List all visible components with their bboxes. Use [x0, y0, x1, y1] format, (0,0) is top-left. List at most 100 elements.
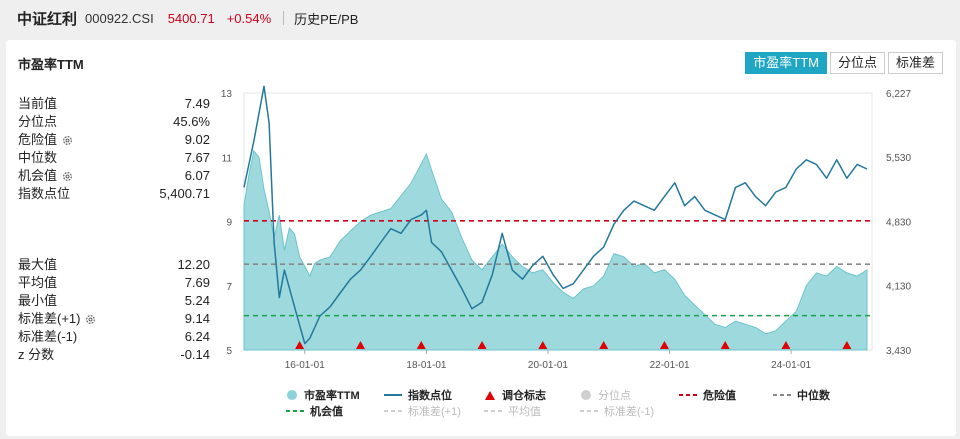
y-left-tick-label: 11 — [222, 153, 233, 164]
stat-row: 最大值 12.20 — [18, 256, 210, 274]
stat-value: 6.07 — [184, 168, 210, 183]
y-left-tick-label: 7 — [226, 282, 232, 293]
stat-value: 5.24 — [184, 293, 210, 308]
rebalance-marker — [781, 341, 791, 349]
y-right-tick-label: 4,130 — [886, 282, 911, 293]
index-name: 中证红利 — [17, 10, 78, 28]
tab-pe-ttm[interactable]: 市盈率TTM — [745, 52, 827, 74]
stat-label: 最大值 — [18, 257, 58, 272]
stat-label: 标准差(-1) — [18, 329, 78, 344]
stat-row: 分位点 45.6% — [18, 113, 210, 131]
gear-icon[interactable] — [85, 314, 96, 325]
stat-label: 标准差(+1) — [18, 311, 81, 326]
stat-value: 7.67 — [184, 150, 210, 165]
stat-label: 最小值 — [18, 293, 58, 308]
legend-label: 标准差(+1) — [408, 406, 461, 418]
stat-value: 7.69 — [184, 275, 210, 290]
y-left-tick-label: 9 — [226, 218, 232, 229]
history-pe-pb-link[interactable]: 历史PE/PB — [294, 11, 359, 27]
rebalance-marker — [599, 341, 609, 349]
rebalance-marker — [416, 341, 426, 349]
y-right-tick-label: 6,227 — [886, 89, 911, 100]
y-right-tick-label: 5,530 — [886, 153, 911, 164]
top-bar: 中证红利 000922.CSI 5400.71 +0.54% 历史PE/PB — [0, 0, 960, 36]
legend-label: 分位点 — [598, 390, 631, 402]
stat-value: 12.20 — [177, 257, 210, 272]
legend-label: 中位数 — [797, 390, 830, 402]
legend-label: 危险值 — [703, 390, 736, 402]
x-tick-label: 18-01-01 — [406, 360, 446, 371]
rebalance-marker — [538, 341, 548, 349]
gear-icon[interactable] — [62, 135, 73, 146]
stat-label: z 分数 — [18, 347, 55, 362]
legend-item[interactable]: 市盈率TTM — [286, 387, 360, 403]
stat-row: 机会值 6.07 — [18, 167, 210, 185]
card-title: 市盈率TTM — [18, 57, 84, 72]
stat-label: 指数点位 — [18, 186, 71, 201]
rebalance-marker — [356, 341, 366, 349]
legend-label: 平均值 — [508, 406, 541, 418]
legend-item[interactable]: 机会值 — [286, 403, 343, 419]
stat-row: 平均值 7.69 — [18, 274, 210, 292]
legend-label: 标准差(-1) — [604, 406, 655, 418]
rebalance-marker — [720, 341, 730, 349]
stat-value: 6.24 — [184, 329, 210, 344]
stat-label: 平均值 — [18, 275, 58, 290]
stat-row: 危险值 9.02 — [18, 131, 210, 149]
stat-row: 最小值 5.24 — [18, 292, 210, 310]
stat-value: 5,400.71 — [159, 186, 210, 201]
legend-label: 调仓标志 — [502, 390, 546, 402]
stat-label: 当前值 — [18, 96, 58, 111]
stat-row: 标准差(-1) 6.24 — [18, 328, 210, 346]
stats-panel-top: 当前值 7.49 分位点 45.6% 危险值 9.02 中位数 7.67 机会值 6.07 指数点位… — [18, 95, 210, 203]
legend-label: 指数点位 — [408, 390, 452, 402]
pe-ttm-area — [243, 149, 868, 351]
stat-label: 中位数 — [18, 150, 58, 165]
index-line — [243, 85, 868, 345]
stat-label: 机会值 — [18, 168, 58, 183]
tab-percentile[interactable]: 分位点 — [829, 52, 885, 74]
stat-value: 9.14 — [184, 311, 210, 326]
stat-value: 7.49 — [184, 96, 210, 111]
y-left-tick-label: 5 — [226, 346, 232, 357]
legend-item[interactable]: 指数点位 — [384, 387, 452, 403]
valuation-card: 市盈率TTM 市盈率TTM 分位点 标准差 当前值 7.49 分位点 45.6% 危险值… — [6, 40, 956, 436]
legend-label: 市盈率TTM — [304, 390, 360, 402]
stat-row: 标准差(+1) 9.14 — [18, 310, 210, 328]
rebalance-marker — [659, 341, 669, 349]
index-code: 000922.CSI — [85, 10, 154, 26]
legend-item[interactable]: 标准差(+1) — [384, 403, 461, 419]
metric-tabs: 市盈率TTM 分位点 标准差 — [742, 52, 943, 74]
legend-item[interactable]: 调仓标志 — [484, 387, 546, 403]
legend-item[interactable]: 标准差(-1) — [580, 403, 654, 419]
legend-item[interactable]: 中位数 — [773, 387, 830, 403]
legend-item[interactable]: 危险值 — [679, 387, 736, 403]
stat-value: 9.02 — [184, 132, 210, 147]
x-tick-label: 22-01-01 — [650, 360, 690, 371]
stat-row: 指数点位 5,400.71 — [18, 185, 210, 203]
divider — [283, 11, 285, 25]
stat-label: 危险值 — [18, 132, 58, 147]
x-tick-label: 20-01-01 — [528, 360, 568, 371]
stat-value: 45.6% — [173, 114, 210, 129]
index-price: 5400.71 — [167, 10, 215, 26]
gear-icon[interactable] — [62, 171, 73, 182]
y-right-tick-label: 3,430 — [886, 346, 911, 357]
legend-item[interactable]: 分位点 — [580, 387, 631, 403]
x-tick-label: 16-01-01 — [285, 360, 325, 371]
stats-panel-bottom: 最大值 12.20 平均值 7.69 最小值 5.24 标准差(+1) 9.14 标准差(-1)… — [18, 256, 210, 364]
y-left-tick-label: 13 — [221, 89, 233, 100]
x-tick-label: 24-01-01 — [771, 360, 811, 371]
index-change: +0.54% — [226, 10, 272, 26]
rebalance-marker — [477, 341, 487, 349]
rebalance-marker — [842, 341, 852, 349]
stat-value: -0.14 — [180, 347, 210, 362]
legend-item[interactable]: 平均值 — [484, 403, 541, 419]
rebalance-marker — [295, 341, 305, 349]
stat-row: 中位数 7.67 — [18, 149, 210, 167]
y-right-tick-label: 4,830 — [886, 217, 911, 228]
stat-row: 当前值 7.49 — [18, 95, 210, 113]
tab-std-dev[interactable]: 标准差 — [887, 52, 943, 74]
stat-row: z 分数 -0.14 — [18, 346, 210, 364]
